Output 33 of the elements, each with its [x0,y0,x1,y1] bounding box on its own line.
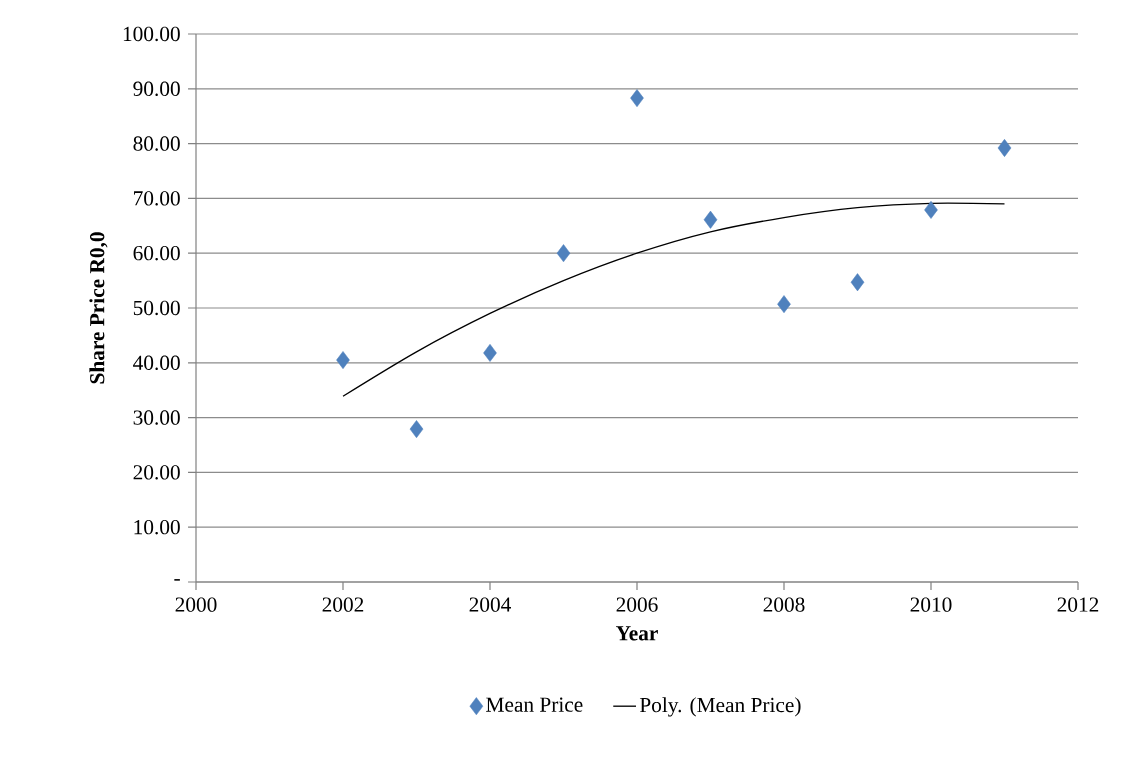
legend-label: Poly. (Mean Price) [639,697,801,717]
x-tick-label: 2000 [175,597,217,612]
y-tick-label: 40.00 [133,355,180,371]
x-tick-label: 2008 [763,597,805,612]
y-tick-label: 20.00 [133,465,180,480]
x-tick-label: 2004 [469,597,511,612]
x-tick-label: 2010 [910,597,952,612]
y-tick-label: 80.00 [133,136,180,151]
x-tick-label: 2012 [1057,597,1099,612]
y-tick-label: 50.00 [133,300,180,316]
y-tick-label: 70.00 [134,191,180,206]
y-tick-label: - [174,579,180,581]
point [409,420,424,439]
y-tick-label: 60.00 [133,245,180,261]
point [777,295,791,314]
point [336,351,350,369]
x-tick-label: 2002 [322,597,364,612]
y-tick-label: 90.00 [133,81,180,97]
point [924,200,938,219]
point [997,139,1012,157]
x-tick-label: 2006 [616,597,658,612]
y-axis-title: Share Price R0,0 [89,232,108,384]
line-series [342,202,1006,397]
y-tick-label: 10.00 [134,519,180,535]
legend-label: Mean Price [486,697,583,712]
y-tick-label: 100.00 [123,26,180,42]
point [556,244,571,263]
point [703,210,718,229]
point [850,273,865,292]
point [630,89,644,108]
point [483,343,497,362]
x-axis-title: Year [616,626,658,641]
y-tick-label: 30.00 [133,410,180,425]
